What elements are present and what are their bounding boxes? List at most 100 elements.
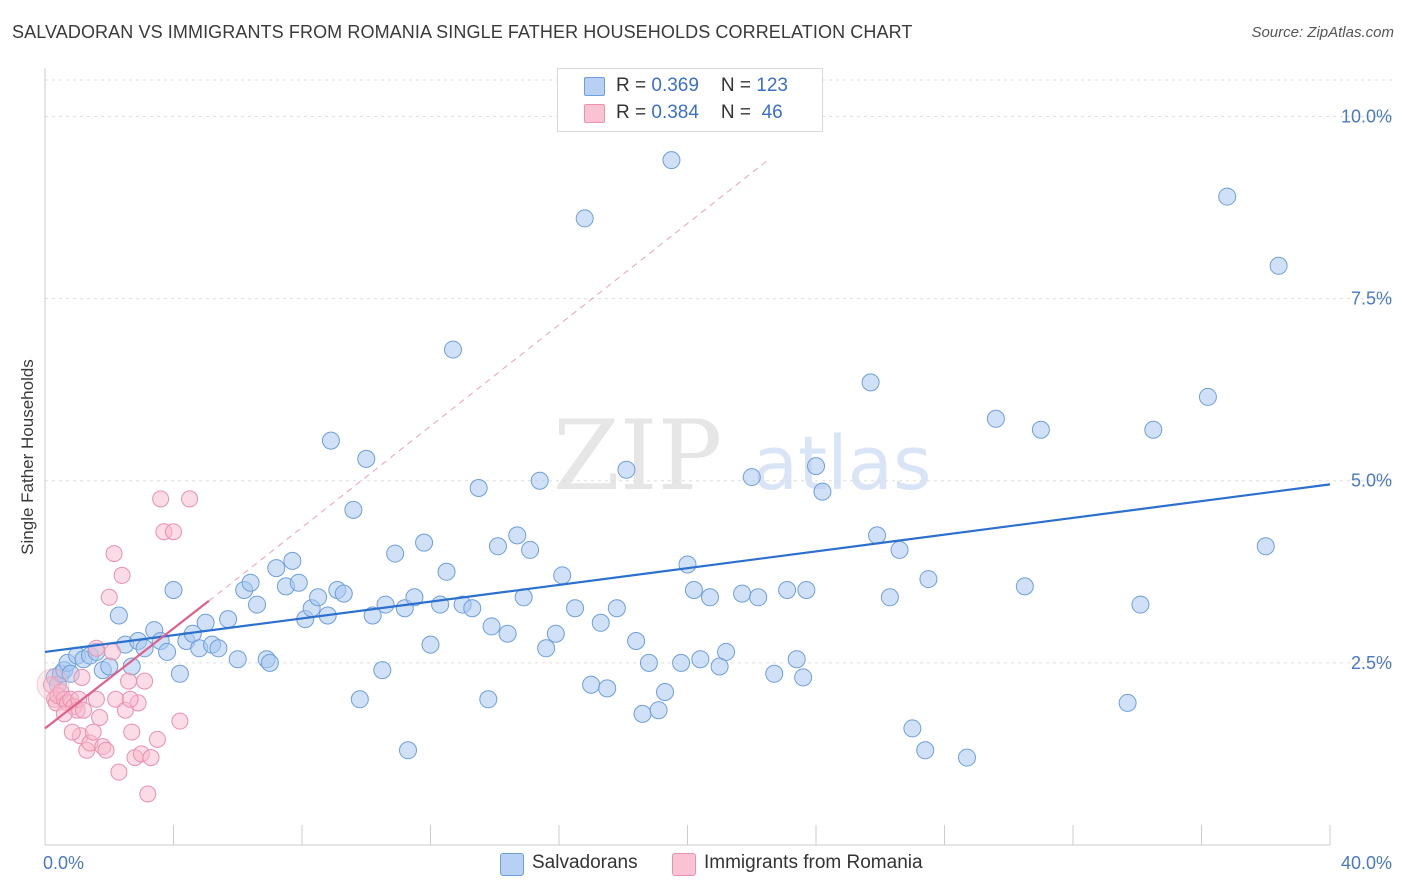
data-point-romania <box>75 701 93 719</box>
data-point-salvadorans <box>566 599 585 618</box>
data-point-salvadorans <box>228 650 247 669</box>
data-point-salvadorans <box>1118 693 1137 712</box>
data-point-salvadorans <box>890 540 909 559</box>
data-point-salvadorans <box>443 340 462 359</box>
watermark-zip: ZIP <box>553 400 723 512</box>
legend-swatch-pink <box>672 853 696 876</box>
data-point-salvadorans <box>1015 577 1034 596</box>
data-point-salvadorans <box>350 690 369 709</box>
data-point-romania <box>148 730 166 748</box>
data-point-salvadorans <box>508 526 527 545</box>
x-tick-label: 40.0% <box>1341 853 1392 873</box>
data-point-salvadorans <box>1144 420 1163 439</box>
data-point-salvadorans <box>248 595 267 614</box>
bottom-legend-label: Immigrants from Romania <box>704 852 923 873</box>
data-point-salvadorans <box>1269 256 1288 275</box>
data-point-salvadorans <box>498 624 517 643</box>
data-point-romania <box>36 668 70 702</box>
data-point-romania <box>91 709 109 726</box>
data-point-salvadorans <box>649 701 668 720</box>
data-point-salvadorans <box>662 151 681 170</box>
watermark-atlas: atlas <box>752 421 932 507</box>
data-point-romania <box>113 566 131 584</box>
data-point-salvadorans <box>209 639 228 658</box>
data-point-salvadorans <box>309 588 328 607</box>
data-point-salvadorans <box>591 613 610 632</box>
data-point-salvadorans <box>537 639 556 658</box>
data-point-romania <box>103 643 121 661</box>
data-point-salvadorans <box>778 581 797 599</box>
legend-n-label: N = <box>720 75 757 96</box>
data-point-salvadorans <box>880 588 899 607</box>
data-point-salvadorans <box>241 573 260 592</box>
data-point-salvadorans <box>717 642 736 661</box>
data-point-salvadorans <box>267 559 286 578</box>
legend-swatch-blue <box>584 77 605 96</box>
data-point-salvadorans <box>373 661 392 680</box>
data-point-romania <box>105 545 123 563</box>
data-point-salvadorans <box>903 719 922 738</box>
data-point-salvadorans <box>357 449 376 468</box>
data-point-salvadorans <box>344 500 363 519</box>
data-point-salvadorans <box>868 526 887 545</box>
chart-title: SALVADORAN VS IMMIGRANTS FROM ROMANIA SI… <box>12 22 913 42</box>
bottom-legend-label: Salvadorans <box>532 852 638 873</box>
data-point-salvadorans <box>700 588 719 607</box>
y-tick-label: 2.5% <box>1351 653 1392 673</box>
trend-line-salvadorans <box>44 483 1331 654</box>
watermark: ZIP atlas <box>553 400 932 512</box>
data-point-salvadorans <box>575 209 594 228</box>
data-point-salvadorans <box>482 617 501 636</box>
data-point-romania <box>97 741 115 759</box>
correlation-legend: R = 0.369 N = 123 R = 0.384 N = 46 <box>557 68 823 132</box>
data-point-salvadorans <box>807 457 825 476</box>
data-point-salvadorans <box>598 679 617 698</box>
data-point-romania <box>110 763 128 781</box>
legend-r-value: 0.384 <box>651 102 699 123</box>
data-point-salvadorans <box>479 690 498 709</box>
data-point-salvadorans <box>765 664 784 683</box>
data-point-salvadorans <box>546 624 565 643</box>
data-point-salvadorans <box>1218 187 1237 206</box>
x-tick-label: 0.0% <box>43 853 84 873</box>
y-tick-label: 10.0% <box>1341 106 1392 126</box>
data-point-romania <box>87 690 105 708</box>
source-label: Source: ZipAtlas.com <box>1251 24 1394 41</box>
legend-r-value: 0.369 <box>651 75 699 96</box>
data-point-romania <box>136 672 154 690</box>
data-point-salvadorans <box>109 606 128 625</box>
legend-n-value: 123 <box>756 75 788 96</box>
legend-r-label: R = <box>616 75 652 96</box>
data-point-romania <box>63 723 81 741</box>
data-point-salvadorans <box>376 595 395 614</box>
data-point-salvadorans <box>1198 387 1217 406</box>
data-point-salvadorans <box>787 650 806 669</box>
data-point-romania <box>181 490 199 508</box>
data-point-salvadorans <box>749 588 768 607</box>
legend-r-label: R = <box>616 102 652 123</box>
data-point-salvadorans <box>469 479 488 497</box>
data-point-romania <box>120 672 138 690</box>
legend-swatch-pink <box>584 104 605 123</box>
legend-n-label: N = <box>720 102 757 123</box>
data-point-romania <box>171 712 189 730</box>
data-point-romania <box>123 723 141 741</box>
data-point-salvadorans <box>607 599 626 618</box>
data-point-salvadorans <box>656 683 675 701</box>
series-romania <box>36 490 199 803</box>
data-point-salvadorans <box>691 650 710 669</box>
data-point-romania <box>152 490 170 508</box>
trend-line-romania <box>44 600 210 730</box>
data-point-salvadorans <box>672 653 691 672</box>
data-point-salvadorans <box>553 566 572 585</box>
legend-n-value: 46 <box>756 102 783 123</box>
data-point-salvadorans <box>986 409 1005 428</box>
data-point-salvadorans <box>386 544 405 563</box>
data-point-salvadorans <box>530 471 549 490</box>
data-point-romania <box>73 668 91 686</box>
data-point-salvadorans <box>639 653 658 672</box>
data-point-salvadorans <box>363 606 382 625</box>
data-point-salvadorans <box>916 741 935 760</box>
data-point-salvadorans <box>463 599 482 618</box>
legend-swatch-blue <box>500 853 524 876</box>
